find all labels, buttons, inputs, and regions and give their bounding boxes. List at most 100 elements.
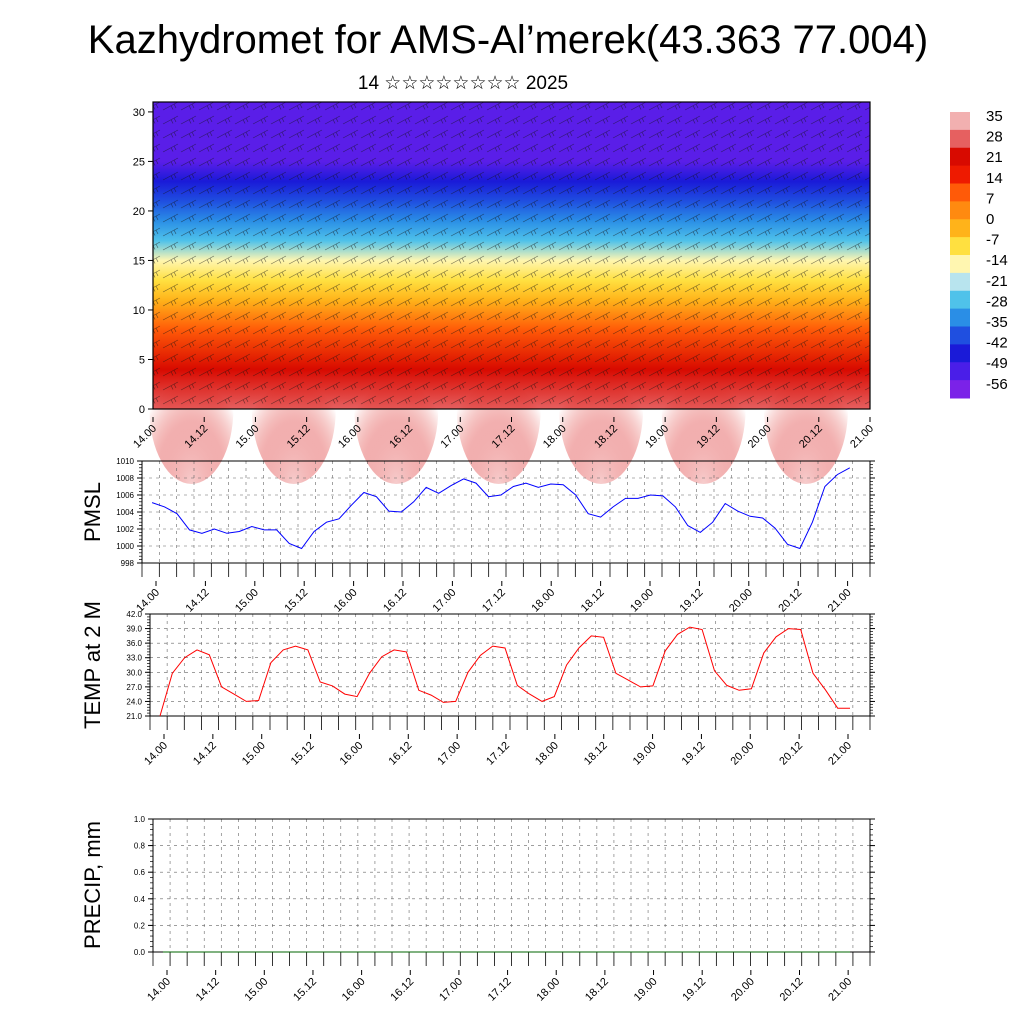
y-axis-label: PRECIP, mm xyxy=(80,821,105,949)
x-tick-label: 15.00 xyxy=(242,976,270,1004)
colorbar-label: -35 xyxy=(986,314,1008,331)
colorbar-segment xyxy=(950,237,970,256)
colorbar-label: -21 xyxy=(986,273,1008,290)
colorbar-label: -28 xyxy=(986,293,1008,310)
cross-section-frame xyxy=(152,101,871,410)
y-tick-label: 0.8 xyxy=(134,842,146,851)
panel-frame xyxy=(141,460,871,564)
x-tick-label: 20.12 xyxy=(777,740,805,768)
x-tick-label: 16.12 xyxy=(388,976,416,1004)
cross-section-y-axis: 0 5 10 15 20 25 30 xyxy=(133,107,153,416)
colorbar-label: -49 xyxy=(986,355,1008,372)
wind-barbs-layer xyxy=(153,102,870,409)
colorbar-segment xyxy=(950,201,970,220)
x-tick-label: 20.12 xyxy=(778,976,806,1004)
colorbar-segment xyxy=(950,255,970,274)
y-tick-label: 25 xyxy=(133,156,145,168)
y-tick-label: 39.0 xyxy=(126,625,142,634)
y-tick-label: 0.0 xyxy=(134,948,146,957)
x-axis-labels: 14.00 14.12 15.00 15.12 16.00 16.12 17.00 17.12… xyxy=(145,970,854,1004)
x-tick-label: 15.12 xyxy=(289,740,317,768)
y-tick-label: 0.4 xyxy=(134,895,146,904)
x-tick-label: 17.12 xyxy=(480,587,508,615)
colorbar-segment xyxy=(950,380,970,399)
y-tick-label: 1.0 xyxy=(134,815,146,824)
colorbar-segment xyxy=(950,308,970,327)
colorbar-label: 0 xyxy=(986,211,994,228)
x-tick-label: 20.00 xyxy=(727,587,755,615)
colorbar-segment xyxy=(950,290,970,310)
x-axis-labels: 14.00 14.12 15.00 15.12 16.00 16.12 17.00 17.12… xyxy=(134,581,854,615)
colorbar-label: 35 xyxy=(986,108,1003,125)
colorbar-label: -42 xyxy=(986,335,1008,352)
y-tick-label: 24.0 xyxy=(126,697,142,706)
colorbar-segment xyxy=(950,165,970,184)
x-tick-label: 16.12 xyxy=(386,740,414,768)
x-tick-label: 17.12 xyxy=(486,976,514,1004)
x-tick-label: 15.12 xyxy=(282,587,310,615)
x-axis-labels: 14.00 14.12 15.00 15.12 16.00 16.12 17.00 17.12… xyxy=(142,734,854,768)
y-tick-label: 1000 xyxy=(116,542,134,551)
x-tick-label: 17.12 xyxy=(484,740,512,768)
series-line xyxy=(151,467,851,550)
y-tick-label: 33.0 xyxy=(126,654,142,663)
colorbar-label: 28 xyxy=(986,129,1003,146)
x-tick-label: 18.00 xyxy=(529,587,557,615)
x-tick-label: 18.12 xyxy=(582,740,610,768)
x-tick-label: 15.00 xyxy=(233,587,261,615)
y-tick-label: 5 xyxy=(139,354,145,366)
x-tick-label: 21.00 xyxy=(826,587,854,615)
x-tick-label: 16.00 xyxy=(338,740,366,768)
y-tick-label: 10 xyxy=(133,305,145,317)
x-tick-label: 19.00 xyxy=(632,976,660,1004)
colorbar-segment xyxy=(950,147,970,167)
y-tick-label: 1006 xyxy=(116,491,134,500)
colorbar-segment xyxy=(950,129,970,149)
y-tick-label: 21.0 xyxy=(126,712,142,721)
colorbar-segment xyxy=(950,362,970,381)
x-tick-label: 20.00 xyxy=(729,976,757,1004)
y-tick-label: 30.0 xyxy=(126,668,142,677)
y-tick-label: 15 xyxy=(133,255,145,267)
x-tick-label: 16.00 xyxy=(340,976,368,1004)
x-tick-label: 18.12 xyxy=(583,976,611,1004)
x-tick-label: 17.00 xyxy=(437,976,465,1004)
x-tick-label: 19.00 xyxy=(631,740,659,768)
colorbar-segment xyxy=(950,326,970,345)
x-tick-label: 16.00 xyxy=(332,587,360,615)
y-tick-label: 30 xyxy=(133,107,145,119)
colorbar-label: 14 xyxy=(986,170,1003,187)
colorbar-label: -56 xyxy=(986,376,1008,393)
x-tick-label: 17.00 xyxy=(435,740,463,768)
y-tick-label: 1008 xyxy=(116,474,134,483)
x-tick-label: 14.12 xyxy=(194,976,222,1004)
colorbar-segment xyxy=(950,272,970,292)
x-tick-label: 15.12 xyxy=(291,976,319,1004)
x-tick-label: 19.12 xyxy=(678,587,706,615)
colorbar-label: -7 xyxy=(986,232,999,249)
x-tick-label: 21.00 xyxy=(826,976,854,1004)
y-tick-label: 36.0 xyxy=(126,639,142,648)
y-tick-label: 1004 xyxy=(116,508,134,517)
panel-frame xyxy=(149,613,871,717)
colorbar-label: 7 xyxy=(986,190,994,207)
x-tick-label: 20.00 xyxy=(728,740,756,768)
x-tick-label: 19.00 xyxy=(628,587,656,615)
y-tick-label: 1002 xyxy=(116,525,134,534)
y-tick-label: 0 xyxy=(139,404,145,416)
precip-panel: 0.0 0.2 0.4 0.6 0.8 1.0 14.00 14.12 15.00 15.12 16… xyxy=(80,815,875,1004)
temp-panel: 21.024.027.030.033.036.039.042.014.00 14.… xyxy=(80,601,875,768)
x-tick-label: 16.12 xyxy=(381,587,409,615)
x-tick-label: 17.00 xyxy=(431,587,459,615)
colorbar-label: -14 xyxy=(986,252,1008,269)
x-tick-label: 14.12 xyxy=(191,740,219,768)
colorbar-label: 21 xyxy=(986,149,1003,166)
x-tick-label: 18.00 xyxy=(534,976,562,1004)
x-tick-label: 14.00 xyxy=(142,740,170,768)
x-tick-label: 21.00 xyxy=(848,423,876,451)
colorbar-segment xyxy=(950,183,970,202)
x-tick-label: 14.12 xyxy=(184,587,212,615)
x-tick-label: 14.00 xyxy=(145,976,173,1004)
